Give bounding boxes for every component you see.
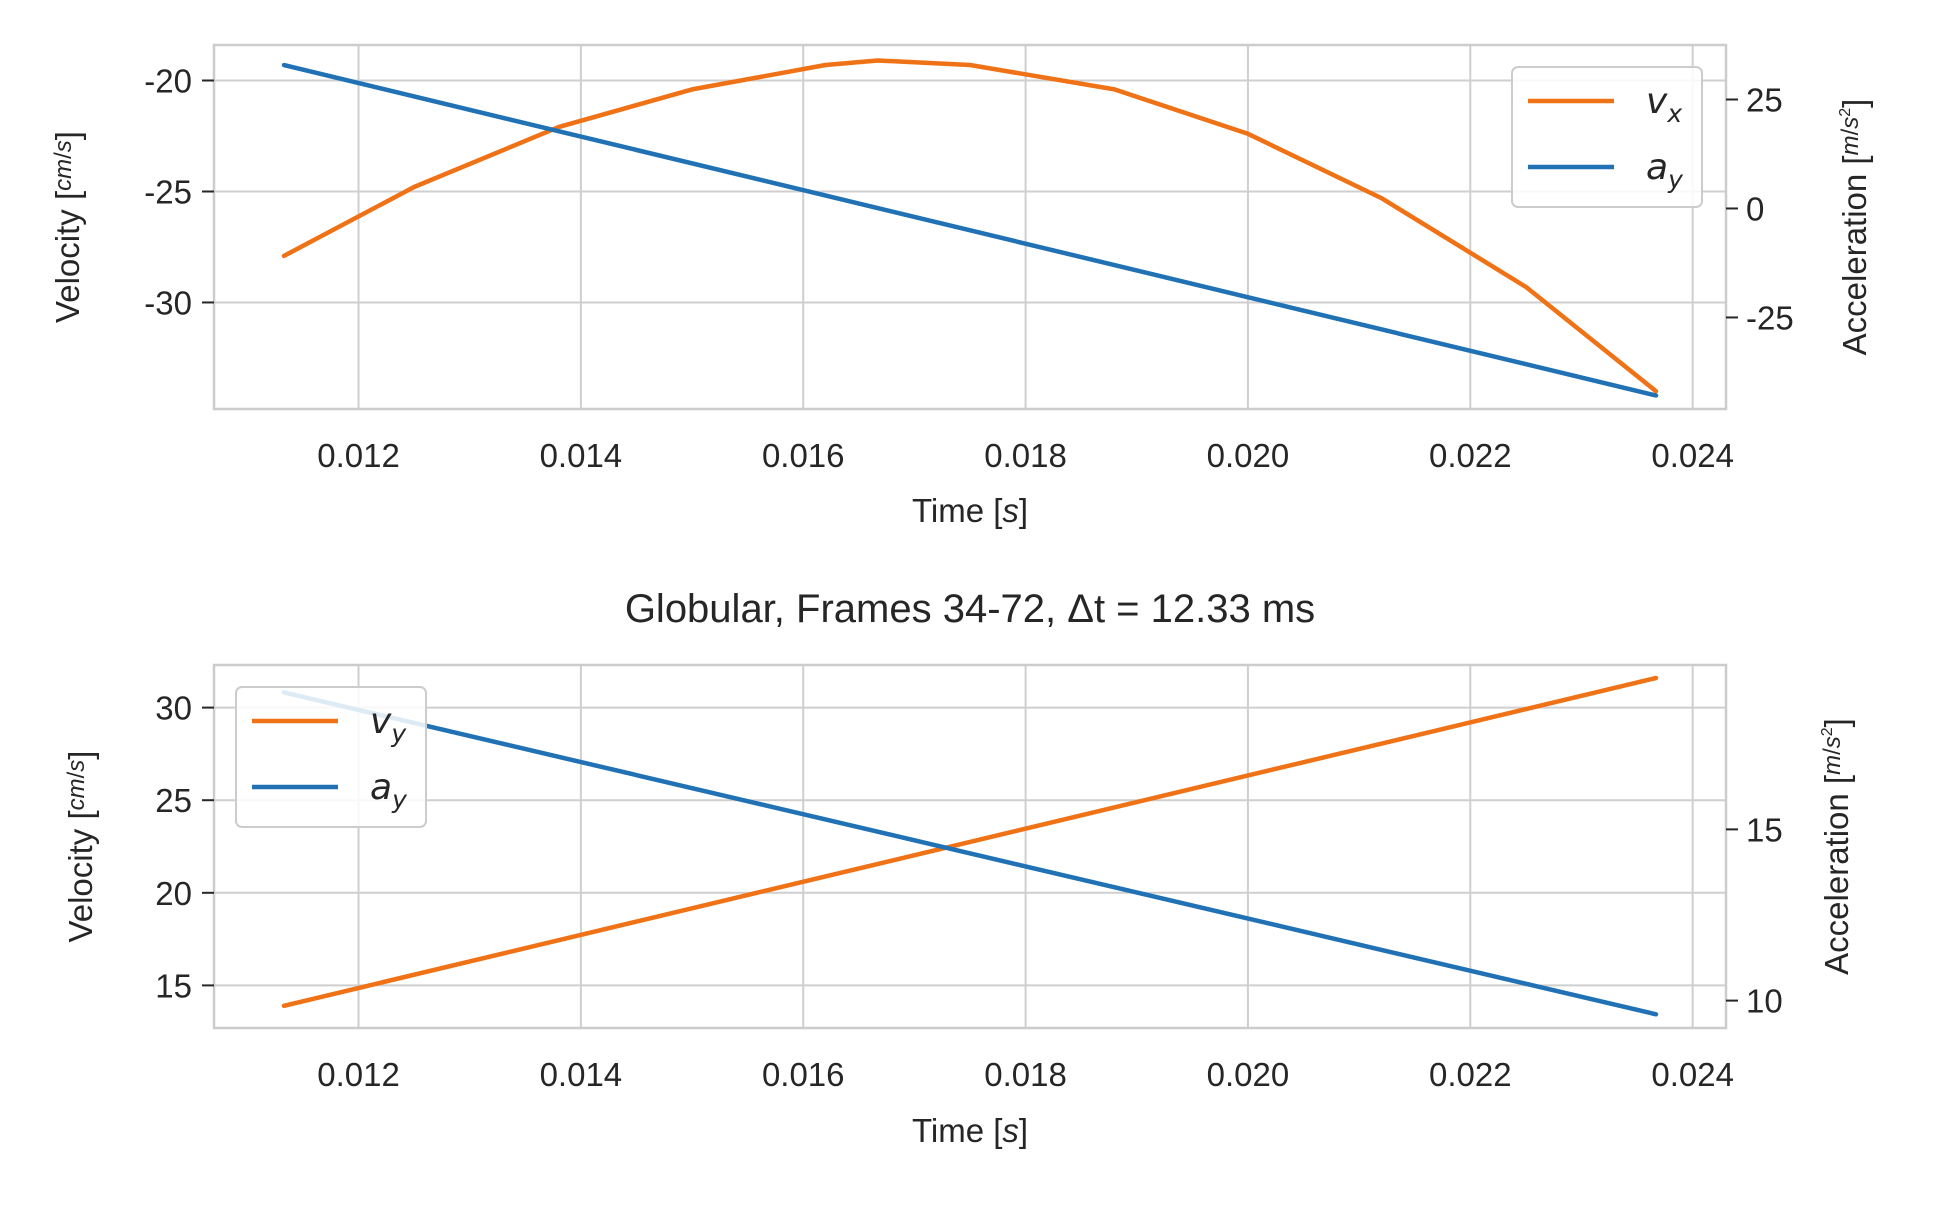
x-axis-label: Time [s] <box>912 492 1028 529</box>
y2-axis-label: Acceleration [m/s2] <box>1818 718 1855 975</box>
y2-tick-label: 15 <box>1746 811 1783 848</box>
x-tick-label: 0.024 <box>1651 1056 1734 1093</box>
legend: vx ay <box>1511 66 1703 208</box>
y2-axis-label: Acceleration [m/s2] <box>1836 99 1873 356</box>
y-axis-label-text: Velocity [cm/s] <box>49 131 86 323</box>
x-tick-label: 0.012 <box>317 437 400 474</box>
x-tick-label: 0.016 <box>762 437 845 474</box>
legend-label-v_x: vx <box>1646 81 1682 128</box>
x-tick-label: 0.018 <box>984 1056 1067 1093</box>
y-axis-label-text: Velocity [cm/s] <box>62 751 99 943</box>
x-tick-label: 0.018 <box>984 437 1067 474</box>
legend: vy ay <box>235 686 427 828</box>
x-axis-label-text: Time [s] <box>912 492 1028 529</box>
series-line-a_y <box>281 690 1659 1017</box>
y2-tick-label: -25 <box>1746 299 1794 336</box>
y-axis-label: Velocity [cm/s] <box>49 131 86 323</box>
x-tick-label: 0.012 <box>317 1056 400 1093</box>
x-tick-label: 0.014 <box>540 1056 623 1093</box>
legend-label-v_y: vy <box>370 701 407 748</box>
legend-label-a_y: ay <box>1646 147 1684 194</box>
chart-title: Globular, Frames 34-72, Δt = 12.33 ms <box>625 587 1315 631</box>
legend-label-a_y: ay <box>370 767 408 814</box>
y-tick-label: 25 <box>155 782 192 819</box>
y-tick-label: 30 <box>155 690 192 727</box>
x-tick-label: 0.022 <box>1429 437 1512 474</box>
y2-tick-label: 0 <box>1746 190 1764 227</box>
x-tick-label: 0.020 <box>1207 1056 1290 1093</box>
y2-tick-label: 25 <box>1746 81 1783 118</box>
x-tick-label: 0.014 <box>540 437 623 474</box>
x-tick-label: 0.024 <box>1651 437 1734 474</box>
series-line-v_x <box>281 58 1659 394</box>
y-tick-label: -25 <box>144 173 192 210</box>
series-line-v_y <box>281 675 1659 1009</box>
axes-frame <box>212 43 1728 411</box>
series-line-a_y <box>281 62 1659 398</box>
x-axis-label-text: Time [s] <box>912 1112 1028 1149</box>
y-tick-label: -20 <box>144 63 192 100</box>
x-tick-label: 0.022 <box>1429 1056 1512 1093</box>
y2-tick-label: 10 <box>1746 983 1783 1020</box>
subplot-1: 0.012 0.014 0.016 0.018 0.020 0.022 0.024 -20 -2… <box>49 43 1873 529</box>
y2-axis-label-text: Acceleration [m/s2] <box>1818 718 1855 975</box>
axes-frame <box>212 663 1728 1030</box>
y-axis-label: Velocity [cm/s] <box>62 751 99 943</box>
subplot-2: 0.012 0.014 0.016 0.018 0.020 0.022 0.024 30 25 2… <box>62 587 1855 1149</box>
y-tick-label: 20 <box>155 875 192 912</box>
y-tick-label: 15 <box>155 967 192 1004</box>
y2-axis-label-text: Acceleration [m/s2] <box>1836 99 1873 356</box>
y-tick-label: -30 <box>144 284 192 321</box>
x-tick-label: 0.016 <box>762 1056 845 1093</box>
x-axis-label: Time [s] <box>912 1112 1028 1149</box>
x-tick-label: 0.020 <box>1207 437 1290 474</box>
